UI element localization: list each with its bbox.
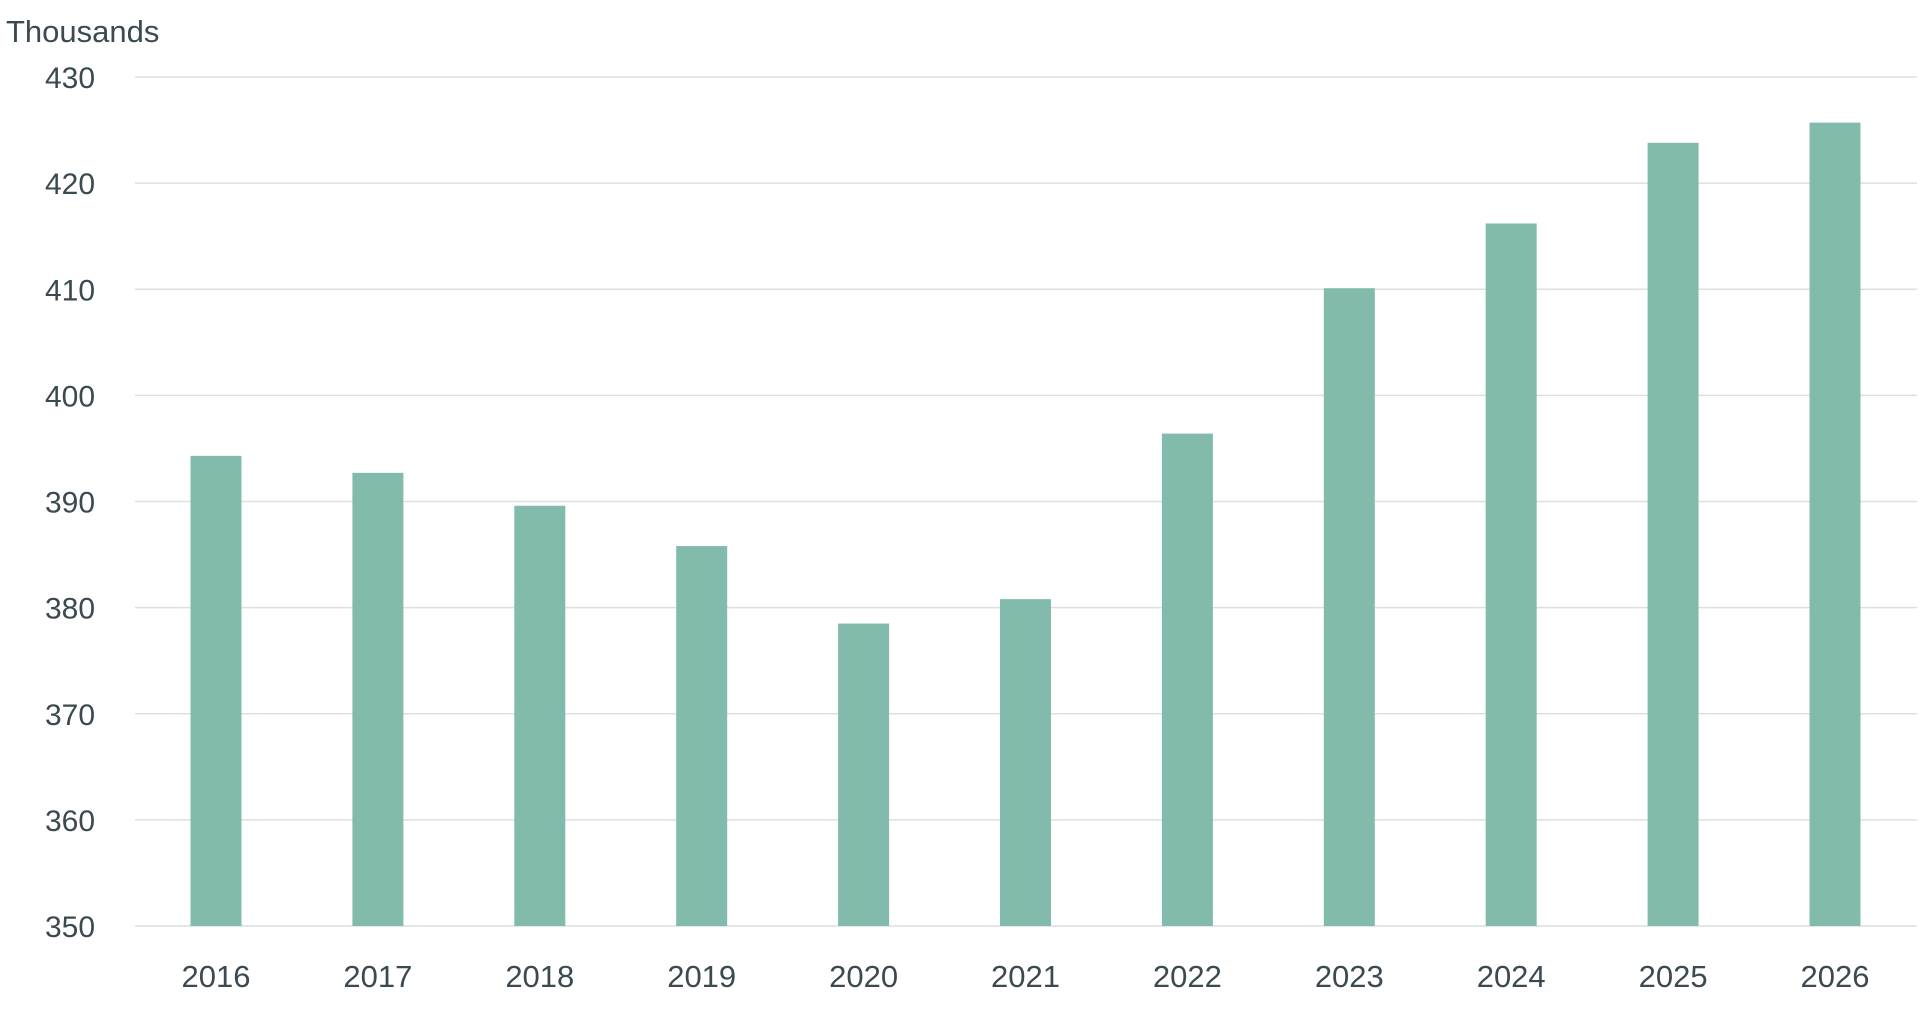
y-tick-label: 400 <box>45 380 95 413</box>
x-tick-label-2018: 2018 <box>505 959 574 994</box>
y-axis: 350 360 370 380 390 400 410 420 430 <box>45 62 95 944</box>
bar-2019 <box>676 546 728 926</box>
x-tick-label-2026: 2026 <box>1801 959 1870 994</box>
y-tick-label: 430 <box>45 62 95 95</box>
bar-2025 <box>1647 142 1699 927</box>
bar-2023 <box>1323 288 1375 927</box>
bar-2026 <box>1809 122 1861 927</box>
bar-2016 <box>190 455 242 926</box>
y-tick-label: 380 <box>45 593 95 626</box>
x-tick-label-2019: 2019 <box>667 959 736 994</box>
bar-2024 <box>1485 223 1537 926</box>
x-tick-label-2020: 2020 <box>829 959 898 994</box>
bar-2020 <box>838 623 890 926</box>
x-tick-label-2024: 2024 <box>1477 959 1546 994</box>
bar-2017 <box>352 472 404 926</box>
gridlines <box>135 76 1917 927</box>
y-tick-label: 420 <box>45 168 95 201</box>
y-tick-label: 390 <box>45 487 95 520</box>
x-tick-label-2017: 2017 <box>343 959 412 994</box>
bar-2021 <box>1000 599 1051 926</box>
x-tick-label-2016: 2016 <box>182 959 251 994</box>
y-tick-label: 410 <box>45 274 95 307</box>
bar-2022 <box>1161 433 1213 926</box>
x-tick-label-2025: 2025 <box>1639 959 1708 994</box>
x-tick-label-2023: 2023 <box>1315 959 1384 994</box>
bar-2018 <box>514 505 566 926</box>
y-tick-label: 360 <box>45 805 95 838</box>
bars <box>190 122 1861 927</box>
y-axis-unit-label: Thousands <box>6 14 159 49</box>
x-axis: 2016 2017 2018 2019 2020 2021 2022 2023 2024 2025… <box>182 959 1870 994</box>
x-tick-label-2021: 2021 <box>991 959 1060 994</box>
y-tick-label: 370 <box>45 699 95 732</box>
x-tick-label-2022: 2022 <box>1153 959 1222 994</box>
y-tick-label: 350 <box>45 911 95 944</box>
